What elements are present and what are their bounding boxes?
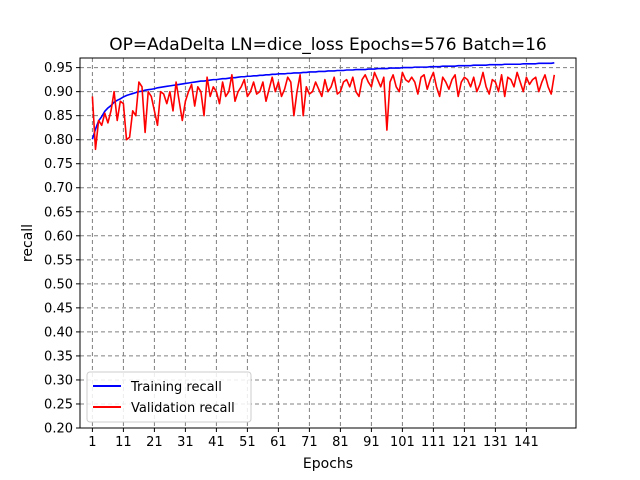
legend-label-validation: Validation recall: [131, 401, 235, 416]
x-tick-label: 61: [270, 435, 287, 450]
plot-frame: [79, 57, 577, 429]
y-tick-label: 0.70: [44, 181, 73, 196]
y-tick-label: 0.65: [44, 205, 73, 220]
y-tick-label: 0.75: [44, 157, 73, 172]
chart-title: OP=AdaDelta LN=dice_loss Epochs=576 Batc…: [109, 35, 546, 55]
y-tick-label: 0.40: [44, 325, 73, 340]
x-axis: 1 11 21 31 41 51 61 71 81 91 101 111 121 131 141: [88, 428, 539, 450]
y-tick-label: 0.20: [44, 422, 73, 437]
y-tick-label: 0.50: [44, 277, 73, 292]
x-tick-label: 41: [208, 435, 225, 450]
y-tick-label: 0.55: [44, 253, 73, 268]
y-tick-label: 0.60: [44, 229, 73, 244]
x-tick-label: 111: [421, 435, 446, 450]
training-recall-line: [91, 62, 555, 140]
y-axis: 0.20 0.25 0.30 0.35 0.40 0.45 0.50 0.55 0.60 0.65…: [44, 61, 80, 437]
x-tick-label: 91: [363, 435, 380, 450]
y-tick-label: 0.95: [44, 61, 73, 76]
y-tick-label: 0.35: [44, 349, 73, 364]
y-tick-label: 0.90: [44, 85, 73, 100]
validation-recall-line: [91, 71, 556, 151]
legend: Training recall Validation recall: [86, 371, 252, 423]
x-tick-label: 51: [239, 435, 256, 450]
y-tick-label: 0.25: [44, 397, 73, 412]
x-tick-label: 71: [301, 435, 318, 450]
x-tick-label: 101: [390, 435, 415, 450]
legend-label-training: Training recall: [130, 380, 222, 395]
x-tick-label: 131: [483, 435, 508, 450]
y-tick-label: 0.85: [44, 109, 73, 124]
y-tick-label: 0.80: [44, 133, 73, 148]
x-tick-label: 1: [88, 435, 96, 450]
x-tick-label: 141: [514, 435, 539, 450]
x-tick-label: 21: [146, 435, 163, 450]
x-tick-label: 121: [452, 435, 477, 450]
x-tick-label: 81: [332, 435, 349, 450]
y-axis-label: recall: [20, 224, 36, 262]
x-axis-label: Epochs: [303, 456, 353, 472]
series-layer: [91, 62, 556, 151]
y-tick-label: 0.30: [44, 373, 73, 388]
legend-box: [86, 371, 252, 423]
x-tick-label: 31: [177, 435, 194, 450]
y-tick-label: 0.45: [44, 301, 73, 316]
x-tick-label: 11: [115, 435, 132, 450]
